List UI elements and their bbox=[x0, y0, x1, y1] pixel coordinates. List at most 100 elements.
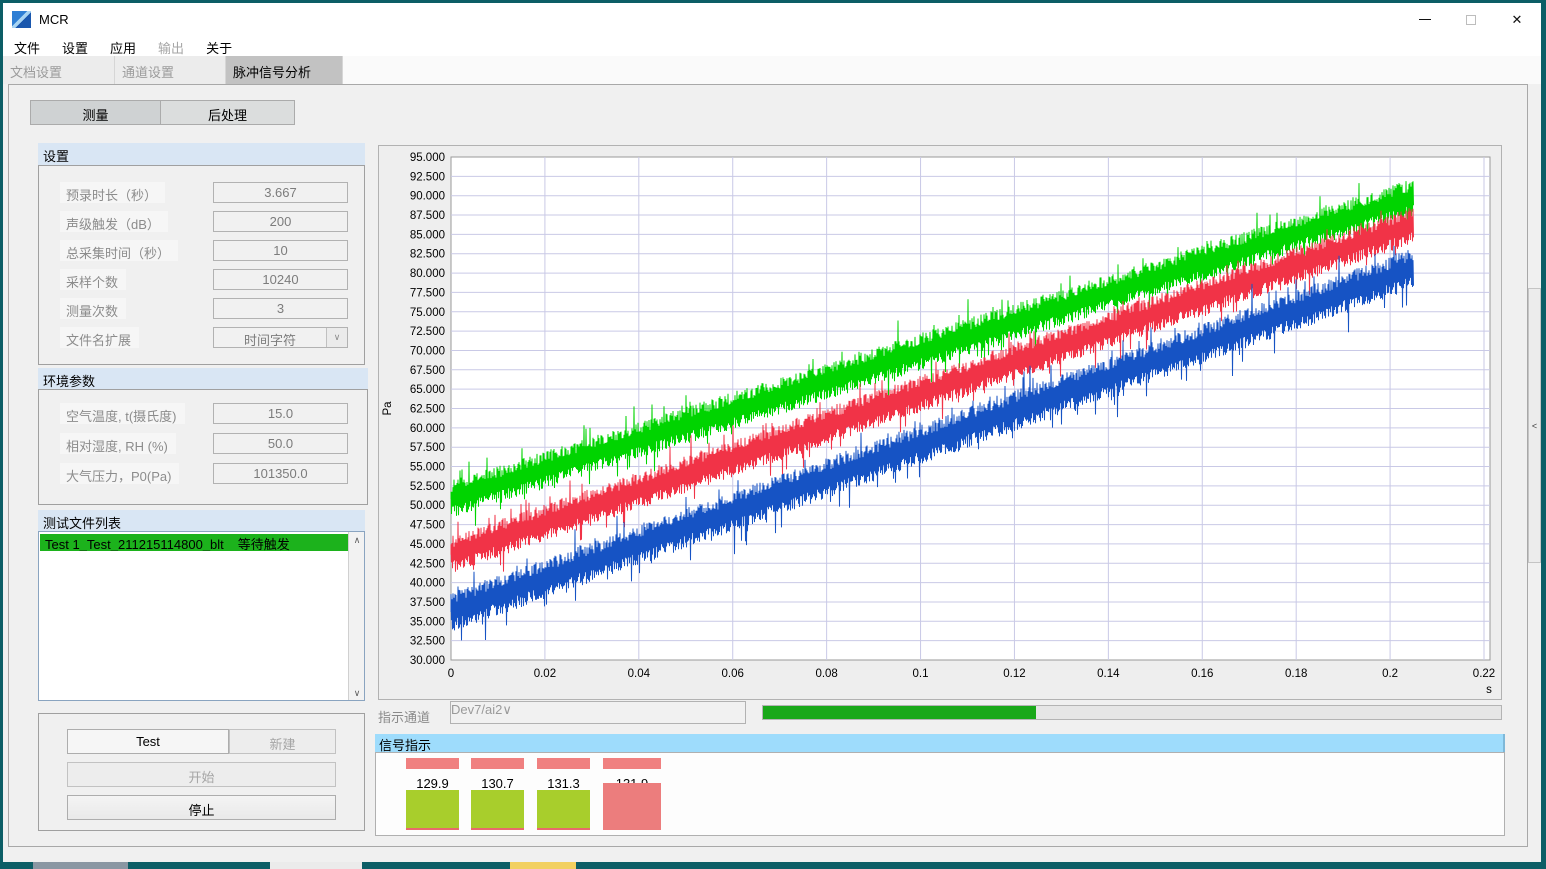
menu-bar: 文件 设置 应用 输出 关于 bbox=[3, 36, 1541, 56]
menu-apply[interactable]: 应用 bbox=[110, 41, 137, 56]
trigger-led bbox=[471, 758, 524, 769]
trigger-led bbox=[537, 758, 590, 769]
field-air-temperature[interactable]: 15.0 bbox=[213, 403, 348, 424]
svg-text:82.500: 82.500 bbox=[410, 249, 445, 261]
new-button[interactable]: 新建 bbox=[229, 729, 336, 754]
field-prerecord-duration[interactable]: 3.667 bbox=[213, 182, 348, 203]
list-item[interactable]: Test 1_Test_211215114800_blt 等待触发 bbox=[40, 534, 348, 551]
tab-pulse-signal-analysis[interactable]: 脉冲信号分析 bbox=[226, 56, 343, 84]
level-block bbox=[471, 790, 524, 830]
label-relative-humidity: 相对湿度, RH (%) bbox=[60, 433, 176, 454]
field-relative-humidity[interactable]: 50.0 bbox=[213, 433, 348, 454]
svg-text:92.500: 92.500 bbox=[410, 171, 445, 183]
acquisition-progress-bar bbox=[762, 705, 1502, 720]
svg-text:85.000: 85.000 bbox=[410, 229, 445, 241]
trigger-led bbox=[603, 758, 661, 769]
svg-text:50.000: 50.000 bbox=[410, 500, 445, 512]
svg-text:60.000: 60.000 bbox=[410, 423, 445, 435]
stop-button[interactable]: 停止 bbox=[67, 795, 336, 820]
svg-text:0.22: 0.22 bbox=[1473, 668, 1495, 680]
svg-text:90.000: 90.000 bbox=[410, 191, 445, 203]
minimize-button[interactable] bbox=[1402, 3, 1448, 36]
window-title: MCR bbox=[39, 12, 69, 27]
file-list-header: 测试文件列表 bbox=[38, 510, 365, 531]
svg-text:87.500: 87.500 bbox=[410, 210, 445, 222]
signal-panel: 129.9 130.7 131.3 131.9 bbox=[375, 752, 1505, 836]
test-name-field[interactable]: Test bbox=[67, 729, 229, 754]
signal-indicator-2: 130.7 bbox=[471, 753, 524, 837]
svg-text:55.000: 55.000 bbox=[410, 462, 445, 474]
field-level-trigger[interactable]: 200 bbox=[213, 211, 348, 232]
chevron-down-icon[interactable]: ∨ bbox=[326, 328, 347, 347]
file-name: Test 1_Test_211215114800_blt bbox=[45, 537, 224, 551]
svg-text:35.000: 35.000 bbox=[410, 616, 445, 628]
svg-text:0.08: 0.08 bbox=[815, 668, 837, 680]
menu-about[interactable]: 关于 bbox=[206, 41, 233, 56]
test-file-list[interactable]: Test 1_Test_211215114800_blt 等待触发 ∧ ∨ bbox=[38, 531, 365, 701]
maximize-button[interactable] bbox=[1448, 3, 1494, 36]
settings-box bbox=[38, 165, 365, 365]
signal-indicator-3: 131.3 bbox=[537, 753, 590, 837]
label-level-trigger: 声级触发（dB） bbox=[60, 211, 168, 232]
chevron-left-icon: < bbox=[1531, 420, 1538, 431]
svg-text:77.500: 77.500 bbox=[410, 287, 445, 299]
indicator-channel-value: Dev7/ai2 bbox=[451, 702, 503, 717]
label-total-acquisition-time: 总采集时间（秒） bbox=[60, 240, 179, 261]
level-block bbox=[537, 790, 590, 830]
environment-box bbox=[38, 389, 368, 505]
label-air-temperature: 空气温度, t(摄氏度) bbox=[60, 403, 185, 424]
tab-channel-settings[interactable]: 通道设置 bbox=[115, 56, 226, 84]
side-panel-splitter[interactable]: < bbox=[1528, 288, 1541, 563]
svg-text:0.14: 0.14 bbox=[1097, 668, 1120, 680]
svg-text:0.16: 0.16 bbox=[1191, 668, 1213, 680]
menu-settings[interactable]: 设置 bbox=[62, 41, 89, 56]
level-value: 131.3 bbox=[547, 776, 580, 791]
app-icon bbox=[12, 11, 31, 28]
label-filename-extension: 文件名扩展 bbox=[60, 327, 140, 348]
svg-text:70.000: 70.000 bbox=[410, 345, 445, 357]
svg-text:0.2: 0.2 bbox=[1382, 668, 1398, 680]
level-value: 129.9 bbox=[416, 776, 449, 791]
scroll-down-icon[interactable]: ∨ bbox=[353, 688, 361, 698]
field-total-acquisition-time[interactable]: 10 bbox=[213, 240, 348, 261]
signal-indicator-1: 129.9 bbox=[406, 753, 459, 837]
svg-text:47.500: 47.500 bbox=[410, 520, 445, 532]
settings-header: 设置 bbox=[38, 143, 365, 165]
field-sample-count[interactable]: 10240 bbox=[213, 269, 348, 290]
trigger-led bbox=[406, 758, 459, 769]
tab-document-settings[interactable]: 文档设置 bbox=[3, 56, 115, 84]
list-scrollbar[interactable]: ∧ ∨ bbox=[348, 532, 364, 700]
svg-text:95.000: 95.000 bbox=[410, 152, 445, 164]
waveform-chart-panel: 30.000 32.500 35.000 37.500 40.000 42.500 45.0… bbox=[378, 145, 1502, 700]
tab-bar: 文档设置 通道设置 脉冲信号分析 bbox=[3, 56, 1541, 84]
filename-extension-dropdown[interactable]: 时间字符 ∨ bbox=[213, 327, 348, 348]
subtab-post-process[interactable]: 后处理 bbox=[160, 100, 295, 125]
svg-text:Pa: Pa bbox=[382, 401, 394, 416]
field-atmospheric-pressure[interactable]: 101350.0 bbox=[213, 463, 348, 484]
close-button[interactable]: ✕ bbox=[1494, 3, 1540, 36]
label-prerecord-duration: 预录时长（秒） bbox=[60, 182, 166, 203]
subtab-measure[interactable]: 测量 bbox=[30, 100, 161, 125]
start-button[interactable]: 开始 bbox=[67, 762, 336, 787]
svg-text:0.02: 0.02 bbox=[534, 668, 556, 680]
label-measure-times: 测量次数 bbox=[60, 298, 127, 319]
menu-file[interactable]: 文件 bbox=[14, 41, 41, 56]
label-sample-count: 采样个数 bbox=[60, 269, 127, 290]
signal-indicator-4: 131.9 bbox=[603, 753, 661, 837]
progress-fill bbox=[763, 706, 1037, 719]
menu-output[interactable]: 输出 bbox=[158, 41, 185, 56]
label-atmospheric-pressure: 大气压力，P0(Pa) bbox=[60, 463, 180, 484]
indicator-channel-label: 指示通道 bbox=[378, 710, 431, 725]
indicator-channel-dropdown[interactable]: Dev7/ai2 ∨ bbox=[450, 701, 746, 724]
title-bar bbox=[3, 3, 1541, 36]
svg-text:80.000: 80.000 bbox=[410, 268, 445, 280]
scroll-up-icon[interactable]: ∧ bbox=[353, 535, 361, 545]
svg-text:42.500: 42.500 bbox=[410, 558, 445, 570]
taskbar-fragment bbox=[33, 862, 128, 869]
field-measure-times[interactable]: 3 bbox=[213, 298, 348, 319]
svg-text:65.000: 65.000 bbox=[410, 384, 445, 396]
svg-text:0.04: 0.04 bbox=[628, 668, 651, 680]
chevron-down-icon[interactable]: ∨ bbox=[502, 702, 512, 717]
maximize-icon bbox=[1466, 14, 1476, 25]
